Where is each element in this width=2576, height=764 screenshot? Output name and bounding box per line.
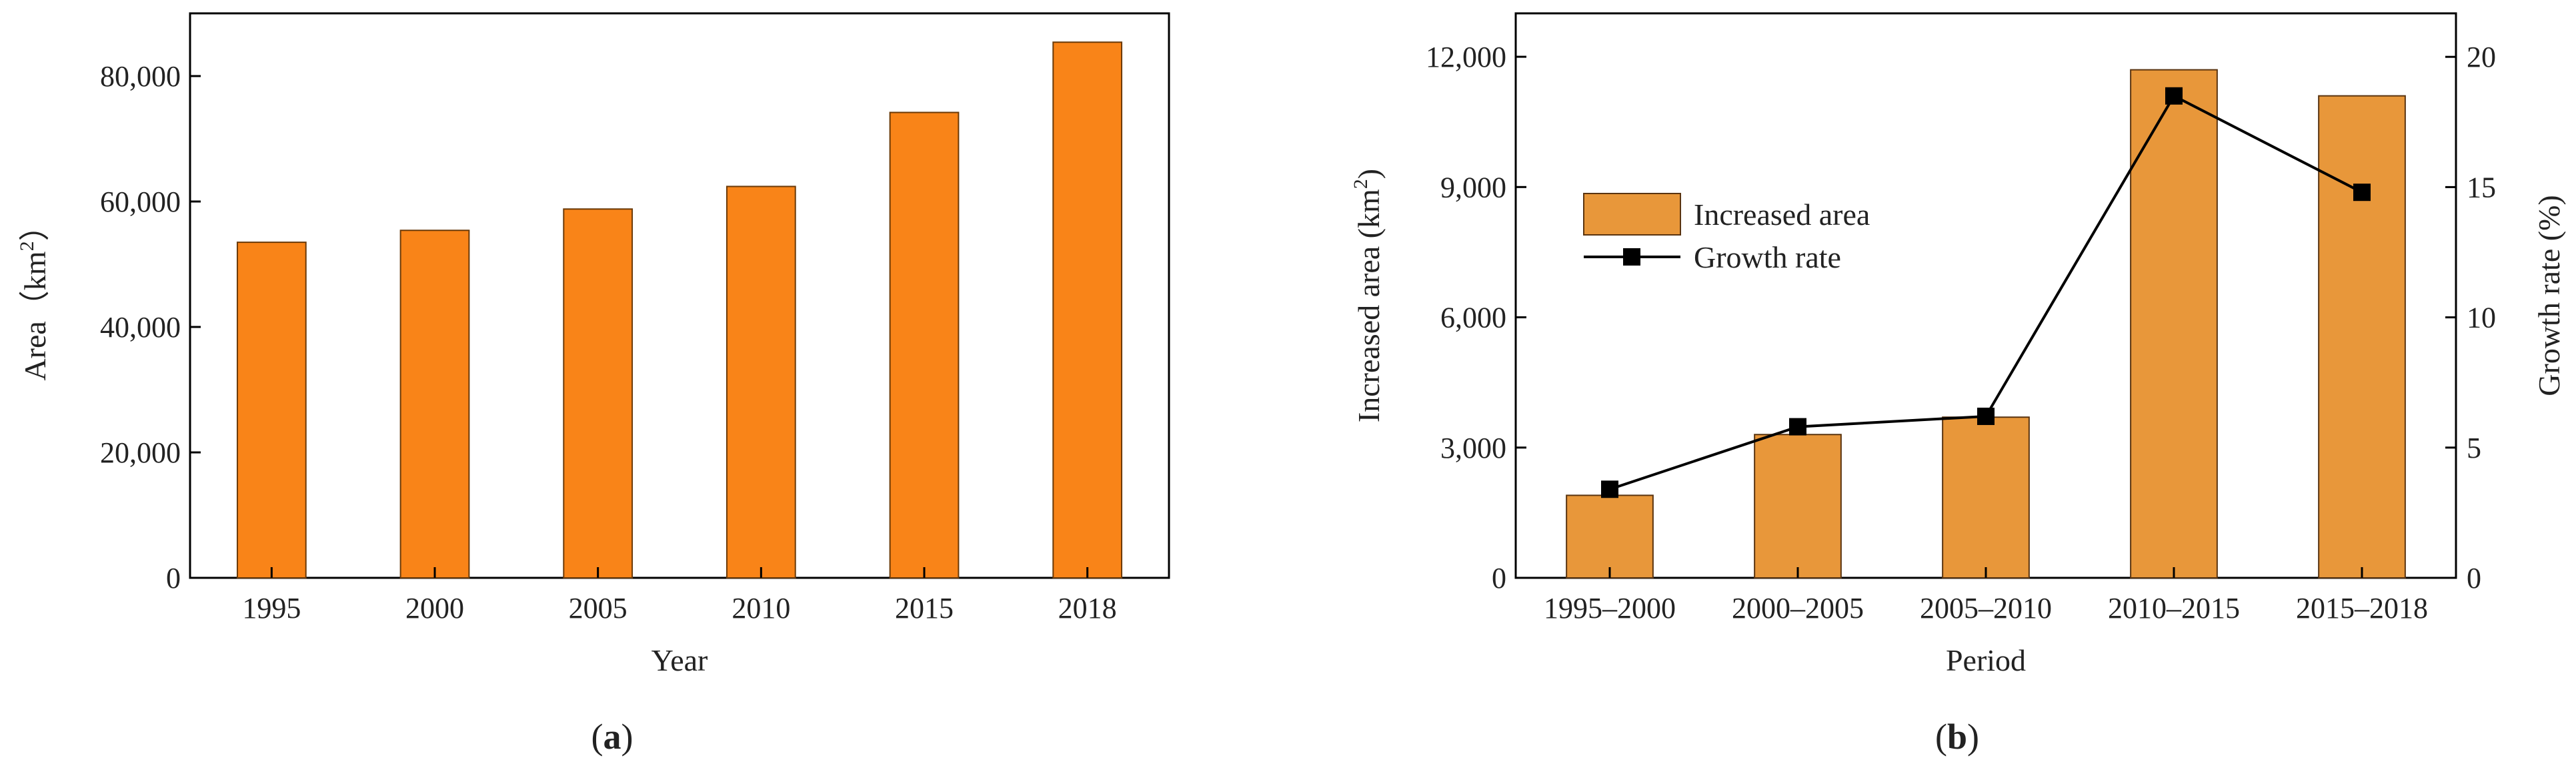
chart-b-growth-rate-point-4 (2353, 183, 2371, 202)
chart-b-left-y-axis-label-tail: ) (1352, 169, 1386, 179)
chart-b-x-tick-label: 2005–2010 (1920, 592, 2052, 625)
panel-label-b-close: ) (1967, 717, 1979, 757)
chart-b-right-y-tick-label: 0 (2467, 562, 2481, 595)
chart-a-y-tick-label: 40,000 (100, 311, 181, 344)
chart-b-bar-1 (1754, 434, 1842, 579)
panel-label-a-letter: a (603, 717, 621, 757)
chart-a-bar-2010 (726, 185, 796, 579)
chart-a-x-tick-label: 2000 (405, 592, 464, 625)
chart-b-growth-rate-point-2 (1977, 407, 1995, 425)
chart-a-y-axis-label-tail: ） (18, 210, 52, 241)
chart-b-right-y-tick-label: 20 (2467, 41, 2496, 73)
chart-a-bars (236, 41, 1123, 579)
panel-label-b-open: ( (1935, 717, 1947, 757)
chart-a-bar-2005 (563, 208, 633, 579)
chart-b-bar-2 (1942, 416, 2030, 579)
chart-a-x-tick-label: 2010 (732, 592, 790, 625)
chart-a-bar-1995 (236, 242, 307, 579)
chart-a-x-axis-label: Year (652, 643, 708, 677)
chart-b-growth-line (1601, 87, 2371, 498)
chart-a-plot-frame (189, 12, 1170, 579)
chart-a-x-tick-label: 2015 (895, 592, 954, 625)
chart-a-y-axis-label-main: Area（km (18, 251, 52, 380)
chart-b-growth-rate-point-0 (1601, 480, 1618, 498)
legend-marker-growth-rate (1623, 248, 1640, 266)
chart-b-growth-rate-point-1 (1789, 418, 1806, 436)
panel-label-a-close: ) (621, 717, 633, 757)
chart-b-bar-0 (1566, 494, 1654, 579)
chart-b-left-y-tick-label: 6,000 (1440, 302, 1506, 334)
chart-b-x-tick-label: 1995–2000 (1544, 592, 1676, 625)
chart-b-bar-4 (2318, 95, 2406, 579)
chart-b: 0 3,000 6,000 9,000 12,000 0 5 10 15 20 1995–200… (1350, 12, 2566, 757)
chart-b-left-y-axis-label-main: Increased area (km (1352, 189, 1386, 422)
chart-b-left-y-tick-label: 3,000 (1440, 432, 1506, 464)
panel-label-b-letter: b (1947, 717, 1967, 757)
chart-a-y-tick-label: 0 (166, 562, 181, 595)
chart-b-legend: Increased area Growth rate (1583, 193, 1870, 274)
chart-b-x-axis: 1995–2000 2000–2005 2005–2010 2010–2015 2015… (1544, 567, 2428, 625)
chart-a-bar-2015 (889, 111, 960, 579)
chart-a-x-tick-label: 2005 (569, 592, 627, 625)
chart-b-right-y-axis-label: Growth rate (%) (2532, 195, 2566, 396)
panel-label-a-open: ( (591, 717, 603, 757)
chart-b-right-y-tick-label: 10 (2467, 302, 2496, 334)
chart-b-right-y-tick-label: 5 (2467, 432, 2481, 464)
chart-a-bar-2018 (1052, 41, 1123, 579)
chart-a-x-axis: 1995 2000 2005 2010 2015 2018 (242, 567, 1117, 625)
chart-b-left-y-tick-label: 0 (1492, 562, 1506, 595)
legend-swatch-increased-area (1583, 193, 1681, 236)
chart-b-left-y-tick-label: 9,000 (1440, 171, 1506, 204)
chart-a-y-tick-label: 60,000 (100, 185, 181, 218)
chart-b-left-y-axis-label-sup: 2 (1350, 179, 1372, 189)
chart-b-bar-3 (2130, 69, 2218, 579)
chart-a-y-tick-label: 20,000 (100, 436, 181, 469)
chart-b-x-axis-label: Period (1946, 643, 2026, 677)
chart-b-right-y-axis: 0 5 10 15 20 (2445, 41, 2496, 595)
chart-a-x-tick-label: 2018 (1058, 592, 1117, 625)
panel-label-a: (a) (591, 717, 633, 757)
chart-b-x-tick-label: 2010–2015 (2108, 592, 2240, 625)
chart-b-x-tick-label: 2015–2018 (2296, 592, 2428, 625)
chart-a-y-axis-label-sup: 2 (16, 241, 38, 251)
chart-b-bars (1566, 69, 2406, 579)
legend-label-increased-area: Increased area (1694, 198, 1870, 232)
legend-label-growth-rate: Growth rate (1694, 240, 1841, 274)
chart-b-left-y-tick-label: 12,000 (1426, 41, 1506, 73)
chart-a-y-tick-label: 80,000 (100, 60, 181, 93)
chart-a-y-axis: 0 20,000 40,000 60,000 80,000 (100, 60, 201, 595)
chart-b-x-tick-label: 2000–2005 (1732, 592, 1864, 625)
chart-b-right-y-tick-label: 15 (2467, 171, 2496, 204)
chart-b-left-y-axis-label: Increased area (km2) (1350, 169, 1386, 422)
chart-b-left-y-axis: 0 3,000 6,000 9,000 12,000 (1426, 41, 1526, 595)
chart-a-x-tick-label: 1995 (242, 592, 301, 625)
chart-a-y-axis-label: Area（km2） (16, 210, 52, 380)
chart-b-growth-rate-point-3 (2165, 87, 2183, 105)
panel-label-b: (b) (1935, 717, 1979, 757)
chart-a-bar-2000 (399, 230, 470, 579)
